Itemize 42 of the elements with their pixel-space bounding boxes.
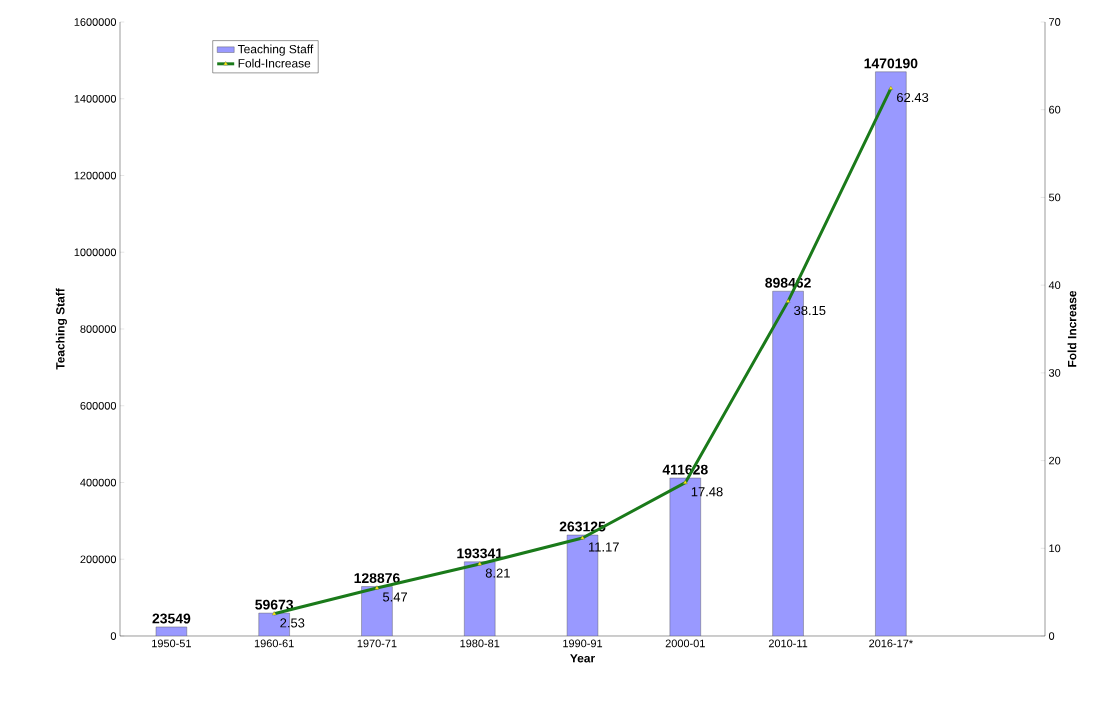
y-tick-label: 0 bbox=[110, 632, 117, 640]
y2-tick-label: 50 bbox=[1048, 193, 1061, 202]
y2-tick-label: 60 bbox=[1049, 105, 1061, 114]
y-tick-label: 400000 bbox=[80, 478, 117, 487]
data-label: 1470190 bbox=[864, 58, 918, 69]
y2-tick-label: 20 bbox=[1049, 456, 1061, 465]
y-tick-label: 1400000 bbox=[74, 94, 117, 103]
y2-tick-label: 0 bbox=[1048, 632, 1055, 640]
x-tick-label: 1960-61 bbox=[254, 639, 294, 648]
data-label: 5.47 bbox=[382, 592, 408, 602]
data-label: 193341 bbox=[457, 548, 503, 559]
legend-label: Fold-Increase bbox=[238, 58, 311, 68]
y-tick-label: 600000 bbox=[80, 401, 117, 410]
x-tick-label: 2000-01 bbox=[665, 639, 705, 648]
data-label: 128876 bbox=[354, 573, 400, 584]
data-label: 38.15 bbox=[794, 305, 826, 316]
y2-tick-label: 40 bbox=[1048, 281, 1061, 290]
y2-axis-title: Fold Increase bbox=[1067, 290, 1077, 367]
x-tick-label: 2010-11 bbox=[768, 639, 808, 648]
y-axis-title: Teaching Staff bbox=[55, 288, 67, 370]
data-label: 23549 bbox=[152, 613, 191, 624]
data-label: 2.53 bbox=[280, 618, 305, 628]
x-axis-title: Year bbox=[570, 654, 595, 663]
x-tick-label: 1980-81 bbox=[460, 639, 500, 648]
x-tick-label: 1950-51 bbox=[152, 639, 191, 648]
y-tick-label: 1600000 bbox=[74, 18, 117, 26]
data-label: 59673 bbox=[255, 599, 294, 610]
y-tick-label: 800000 bbox=[80, 325, 117, 333]
y2-tick-label: 30 bbox=[1048, 368, 1061, 377]
y-tick-label: 200000 bbox=[80, 555, 117, 564]
y2-tick-label: 10 bbox=[1049, 544, 1061, 553]
y-tick-label: 1000000 bbox=[74, 248, 117, 257]
data-label: 8.21 bbox=[485, 568, 510, 578]
data-label: 62.43 bbox=[897, 92, 929, 103]
legend-label: Teaching Staff bbox=[237, 44, 314, 56]
data-label: 17.48 bbox=[691, 487, 723, 497]
x-tick-label: 1990-91 bbox=[563, 639, 603, 648]
x-tick-label: 1970-71 bbox=[357, 639, 397, 648]
y-tick-label: 1200000 bbox=[74, 171, 117, 180]
x-tick-label: 2016-17* bbox=[869, 639, 913, 648]
y2-tick-label: 70 bbox=[1049, 18, 1061, 26]
data-label: 11.17 bbox=[589, 542, 619, 552]
